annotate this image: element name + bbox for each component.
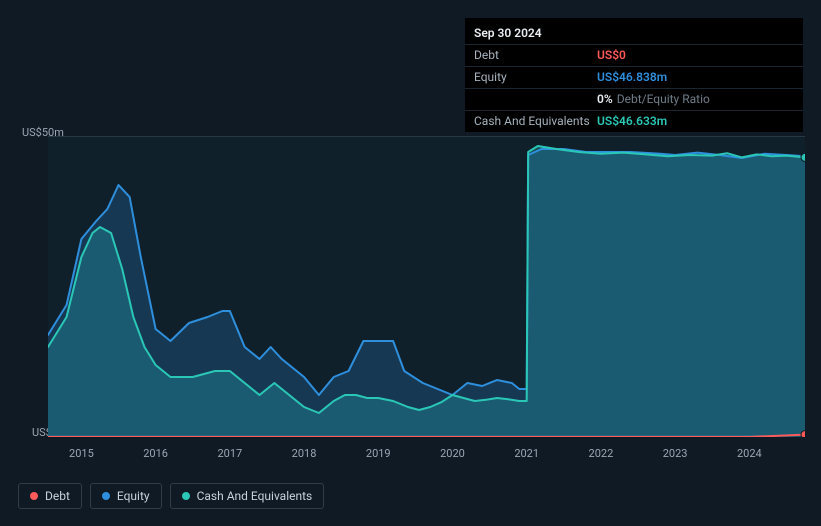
x-axis-tick: 2018 <box>292 447 317 460</box>
x-axis-tick: 2024 <box>737 447 762 460</box>
legend-dot-icon <box>102 492 110 500</box>
chart-info-tooltip: Sep 30 2024 DebtUS$0EquityUS$46.838m0%De… <box>465 18 803 132</box>
x-axis-tick: 2022 <box>589 447 614 460</box>
legend-label: Cash And Equivalents <box>197 489 313 503</box>
legend-label: Equity <box>117 489 150 503</box>
info-date: Sep 30 2024 <box>465 22 803 44</box>
x-axis-labels: 2015 2016 2017 2018 2019 2020 2021 2022 2023 2024 <box>48 447 805 467</box>
info-row-value: US$46.838m <box>597 69 667 86</box>
legend-dot-icon <box>182 492 190 500</box>
legend-item-debt[interactable]: Debt <box>18 483 82 509</box>
info-row-label: Debt <box>474 47 597 64</box>
info-row-suffix: Debt/Equity Ratio <box>617 91 710 108</box>
x-axis-tick: 2023 <box>663 447 688 460</box>
x-axis-tick: 2016 <box>143 447 168 460</box>
x-axis-tick: 2015 <box>69 447 94 460</box>
chart-plot-area <box>48 136 805 436</box>
info-row: DebtUS$0 <box>465 44 803 66</box>
info-row: 0%Debt/Equity Ratio <box>465 88 803 110</box>
x-axis-tick: 2019 <box>366 447 391 460</box>
info-row-value: US$0 <box>597 47 626 64</box>
info-row-label <box>474 91 597 108</box>
info-row-value: 0% <box>597 91 613 108</box>
legend-dot-icon <box>30 492 38 500</box>
x-axis-tick: 2020 <box>440 447 465 460</box>
legend-item-cash-and-equivalents[interactable]: Cash And Equivalents <box>170 483 325 509</box>
x-axis-tick: 2021 <box>514 447 539 460</box>
info-row-label: Equity <box>474 69 597 86</box>
legend-label: Debt <box>45 489 70 503</box>
x-axis-tick: 2017 <box>217 447 242 460</box>
info-row: EquityUS$46.838m <box>465 66 803 88</box>
debt-equity-chart: US$50m US$0 2015201620172018201920202021… <box>17 124 807 474</box>
chart-legend: Debt Equity Cash And Equivalents <box>18 483 324 509</box>
legend-item-equity[interactable]: Equity <box>90 483 162 509</box>
